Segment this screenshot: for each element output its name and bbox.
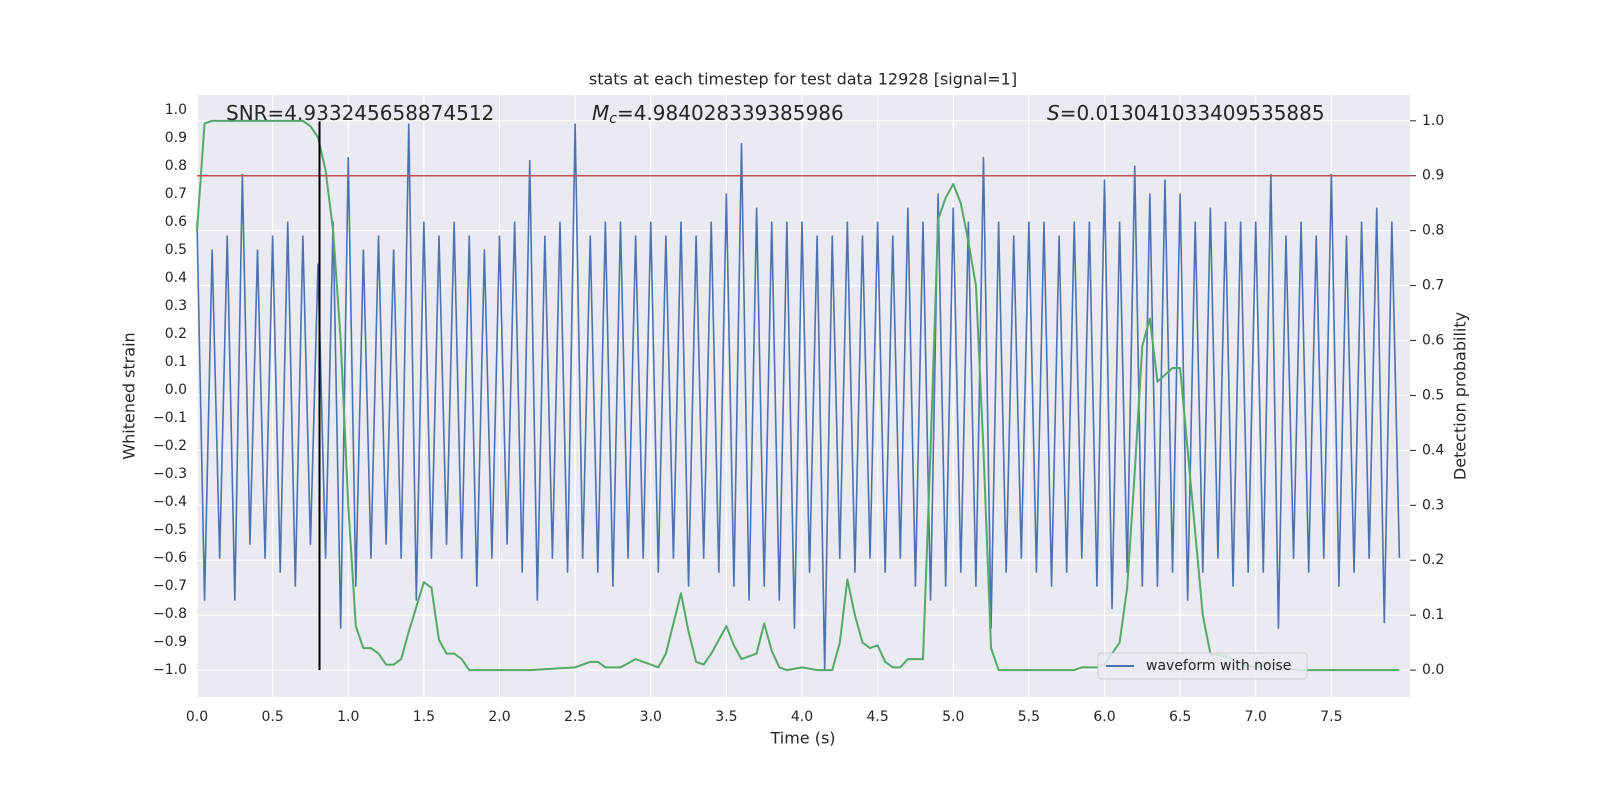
y-axis-label: Whitened strain	[120, 332, 139, 459]
x-tick-label: 3.5	[715, 709, 737, 725]
x-tick-label: 4.5	[866, 709, 888, 725]
y2-tick-label: 0.4	[1422, 442, 1444, 458]
x-tick-label: 0.0	[186, 709, 208, 725]
annotation-text: SNR=4.933245658874512	[226, 101, 494, 125]
y2-tick-label: 0.0	[1422, 662, 1444, 678]
x-tick-label: 5.0	[942, 709, 964, 725]
y-tick-label: −0.4	[153, 494, 187, 510]
y-tick-label: −0.1	[153, 410, 187, 426]
annotation: Mc=4.984028339385986	[592, 101, 844, 128]
y-tick-label: −1.0	[153, 662, 187, 678]
y2-tick-label: 0.2	[1422, 552, 1444, 568]
x-tick-label: 7.5	[1320, 709, 1342, 725]
x-tick-label: 3.0	[640, 709, 662, 725]
y-tick-label: 0.0	[165, 382, 187, 398]
annotation-symbol: M	[592, 101, 609, 125]
x-tick-label: 6.0	[1093, 709, 1115, 725]
y-tick-label: −0.8	[153, 606, 187, 622]
y-tick-label: 1.0	[165, 102, 187, 118]
y-tick-label: −0.2	[153, 438, 187, 454]
y2-tick-label: 0.9	[1422, 168, 1444, 184]
x-tick-label: 5.5	[1018, 709, 1040, 725]
x-tick-label: 7.0	[1245, 709, 1267, 725]
annotation: S=0.013041033409535885	[1047, 101, 1325, 125]
y-tick-label: 0.3	[165, 298, 187, 314]
y-tick-label: −0.6	[153, 550, 187, 566]
y-tick-label: 0.6	[165, 214, 187, 230]
annotation-symbol: S	[1047, 101, 1060, 125]
x-tick-label: 0.5	[261, 709, 283, 725]
y2-tick-label: 0.7	[1422, 278, 1444, 294]
y-tick-label: −0.7	[153, 578, 187, 594]
annotation: SNR=4.933245658874512	[226, 101, 494, 125]
y-tick-label: 0.5	[165, 242, 187, 258]
annotation-text: =4.984028339385986	[617, 101, 844, 125]
probability-line	[196, 119, 1400, 672]
y-tick-label: 0.7	[165, 186, 187, 202]
chart-title: stats at each timestep for test data 129…	[589, 70, 1017, 89]
x-tick-label: 6.5	[1169, 709, 1191, 725]
y-tick-label: −0.9	[153, 634, 187, 650]
y-tick-label: 0.1	[165, 354, 187, 370]
annotation-subscript: c	[609, 111, 617, 127]
y-tick-label: 0.4	[165, 270, 187, 286]
y-tick-label: 0.9	[165, 130, 187, 146]
legend-box	[1097, 652, 1308, 680]
x-tick-label: 1.5	[413, 709, 435, 725]
legend-label: waveform with noise	[1146, 658, 1291, 674]
y-tick-label: 0.8	[165, 158, 187, 174]
x-tick-label: 2.5	[564, 709, 586, 725]
annotation-text: =0.013041033409535885	[1060, 101, 1325, 125]
x-tick-label: 1.0	[337, 709, 359, 725]
y2-tick-label: 0.6	[1422, 333, 1444, 349]
x-tick-label: 2.0	[488, 709, 510, 725]
y-tick-label: −0.3	[153, 466, 187, 482]
y2-tick-label: 1.0	[1422, 113, 1444, 129]
y-tick-label: 0.2	[165, 326, 187, 342]
x-axis-label: Time (s)	[769, 729, 835, 748]
y2-tick-label: 0.1	[1422, 607, 1444, 623]
y2-tick-label: 0.5	[1422, 387, 1444, 403]
waveform-line	[196, 123, 1401, 671]
x-tick-label: 4.0	[791, 709, 813, 725]
y2-tick-label: 0.8	[1422, 223, 1444, 239]
y-tick-label: −0.5	[153, 522, 187, 538]
y2-tick-label: 0.3	[1422, 497, 1444, 513]
y2-axis-label: Detection probability	[1451, 312, 1470, 480]
